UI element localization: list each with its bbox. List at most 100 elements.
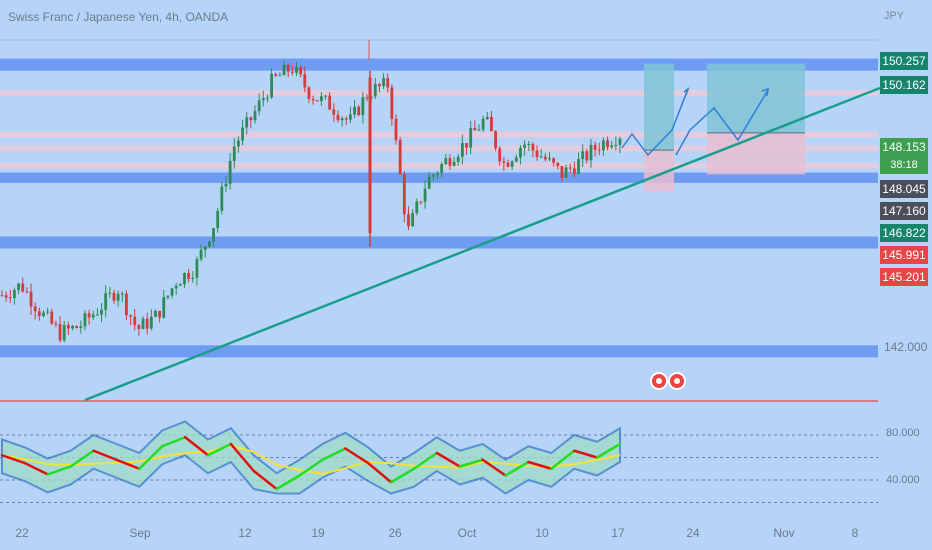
candle-body xyxy=(510,161,514,167)
sr-zone-1 xyxy=(0,172,878,183)
candle-body xyxy=(344,118,348,120)
candle-body xyxy=(477,129,481,131)
candle-body xyxy=(523,144,527,148)
x-tick-19: 19 xyxy=(311,526,325,540)
candle-body xyxy=(95,314,99,316)
candle-body xyxy=(502,161,506,163)
candle-body xyxy=(4,295,8,298)
candle-body xyxy=(319,96,323,102)
x-tick-12: 12 xyxy=(238,526,252,540)
candle-body xyxy=(353,106,356,115)
currency-label: JPY xyxy=(883,10,904,22)
candle-body xyxy=(253,111,257,121)
rsi-segment xyxy=(92,449,118,461)
rsi-segment xyxy=(321,447,347,461)
candle-body xyxy=(568,167,572,169)
candle-body xyxy=(332,109,336,115)
candle-body xyxy=(137,325,141,330)
candle-body xyxy=(0,295,4,297)
rsi-segment xyxy=(298,458,324,477)
candle-body xyxy=(286,64,290,72)
candle-body xyxy=(21,283,25,292)
candle-body xyxy=(548,158,551,160)
candle-body xyxy=(597,149,601,151)
x-tick-10: 10 xyxy=(535,526,549,540)
candle-body xyxy=(66,325,70,329)
candle-body xyxy=(324,95,327,97)
candle-body xyxy=(373,84,377,97)
candle-body xyxy=(610,145,614,148)
candle-body xyxy=(444,158,448,165)
candle-body xyxy=(145,318,149,329)
x-tick-22: 22 xyxy=(15,526,29,540)
price-label-145991: 145.991 xyxy=(880,246,928,264)
candle-body xyxy=(282,64,286,76)
candle-body xyxy=(62,325,66,341)
candle-body xyxy=(112,292,116,301)
candle-body xyxy=(543,156,547,160)
rsi-segment xyxy=(412,451,439,470)
rsi-segment xyxy=(275,474,301,491)
candle-body xyxy=(469,128,473,148)
x-tick-24: 24 xyxy=(686,526,700,540)
candle-body xyxy=(581,151,585,160)
minor-level-0 xyxy=(0,90,878,97)
candle-body xyxy=(241,127,244,141)
candle-body xyxy=(465,143,468,148)
rsi-segment xyxy=(504,460,530,477)
candle-body xyxy=(340,118,344,121)
rsi-segment xyxy=(595,442,622,459)
projection-path-2[interactable] xyxy=(675,89,769,156)
candle-body xyxy=(79,326,83,329)
rsi-segment xyxy=(0,454,27,465)
candle-body xyxy=(427,176,431,189)
candle-body xyxy=(456,156,460,162)
price-label-146822: 146.822 xyxy=(880,224,928,242)
candle-body xyxy=(407,214,410,227)
candle-body xyxy=(178,284,182,286)
price-label-150162: 150.162 xyxy=(880,76,928,94)
candle-body xyxy=(13,290,16,299)
candle-body xyxy=(290,71,294,73)
trend-line[interactable] xyxy=(84,86,881,402)
candle-body xyxy=(589,144,593,161)
x-tick-26: 26 xyxy=(388,526,402,540)
right-eye-icon xyxy=(668,372,686,390)
candle-body xyxy=(237,140,240,147)
candle-body xyxy=(216,210,220,229)
candle-body xyxy=(91,314,95,318)
countdown-label: 38:18 xyxy=(880,156,928,174)
x-tick-oct: Oct xyxy=(457,526,477,540)
candle-body xyxy=(357,106,361,115)
candle-body xyxy=(361,97,365,115)
candle-body xyxy=(174,285,178,289)
rsi-segment xyxy=(458,458,484,468)
candle-body xyxy=(25,291,29,293)
projection-path-1[interactable] xyxy=(621,88,689,157)
rsi-segment xyxy=(138,445,164,470)
candle-body xyxy=(129,315,132,317)
candle-body xyxy=(336,114,340,121)
candle-body xyxy=(602,140,605,151)
price-axis-142000: 142.000 xyxy=(884,340,928,354)
candle-body xyxy=(481,118,485,130)
rsi-segment xyxy=(115,458,141,470)
stop-box-1 xyxy=(707,132,805,175)
candle-body xyxy=(212,228,215,242)
candle-body xyxy=(166,295,170,298)
candle-body xyxy=(485,116,489,119)
candle-body xyxy=(618,138,622,145)
candle-body xyxy=(71,326,74,329)
candle-body xyxy=(564,167,568,178)
x-tick-nov: Nov xyxy=(773,526,795,540)
candle-body xyxy=(232,146,236,161)
candle-body xyxy=(33,306,37,312)
candle-body xyxy=(149,316,153,329)
eyes-icon[interactable] xyxy=(650,372,688,394)
candle-layer xyxy=(0,60,622,343)
rsi-segment xyxy=(550,449,576,470)
candle-body xyxy=(228,160,232,184)
candle-body xyxy=(183,273,186,285)
candle-body xyxy=(125,293,128,316)
